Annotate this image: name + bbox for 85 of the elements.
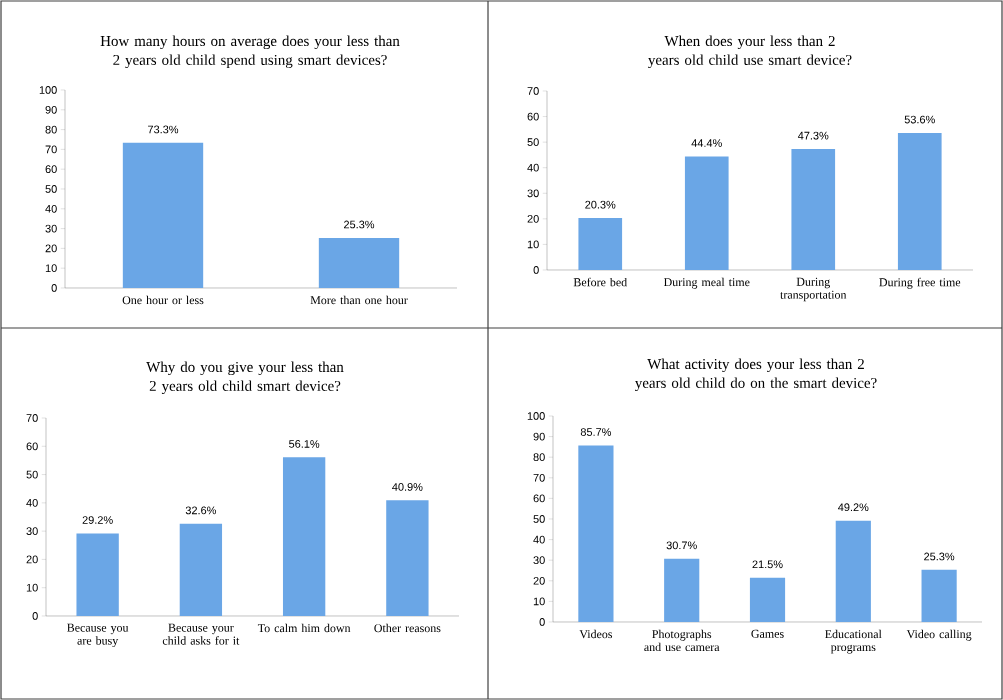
data-label: 49.2% — [838, 503, 869, 512]
y-tick-label: 70 — [533, 473, 545, 482]
chart-title: What activity does your less than 2 years old child do on the smart device? — [635, 358, 877, 392]
data-label: 85.7% — [580, 428, 612, 436]
bar — [76, 533, 119, 616]
x-tick-label: Other reasons — [374, 623, 441, 633]
y-tick-label: 50 — [527, 138, 539, 147]
x-tick-label: More than one hour — [310, 295, 408, 305]
x-tick-label: Video calling — [906, 629, 972, 641]
y-tick-label: 40 — [533, 535, 545, 544]
bar — [386, 500, 429, 616]
chart-title: When does your less than 2 years old child use smart device? — [648, 35, 852, 69]
y-tick-label: 20 — [26, 555, 38, 564]
bar — [179, 523, 223, 616]
data-label: 30.7% — [666, 541, 697, 550]
bar — [664, 558, 700, 622]
bar — [749, 577, 786, 622]
y-tick-label: 70 — [45, 145, 57, 154]
y-tick-label: 40 — [26, 498, 38, 507]
y-tick-label: 40 — [45, 204, 57, 213]
y-tick-label: 90 — [45, 105, 57, 114]
y-tick-label: 80 — [45, 125, 57, 134]
y-tick-label: 0 — [32, 612, 38, 620]
y-tick-label: 20 — [533, 576, 545, 585]
y-tick-label: 70 — [527, 87, 539, 95]
data-label: 21.5% — [752, 560, 783, 569]
y-tick-label: 10 — [533, 597, 545, 606]
y-tick-label: 50 — [26, 470, 38, 479]
data-label: 40.9% — [392, 483, 423, 491]
bar — [835, 520, 871, 622]
y-tick-label: 60 — [26, 442, 38, 451]
y-tick-label: 0 — [539, 618, 545, 626]
bar — [578, 218, 623, 270]
x-tick-label: Because you are busy — [67, 623, 129, 648]
y-tick-label: 20 — [45, 244, 57, 253]
y-tick-label: 80 — [533, 453, 545, 462]
bar — [578, 445, 614, 622]
x-tick-label: Games — [751, 629, 784, 638]
data-label: 47.3% — [797, 131, 829, 140]
data-label: 44.4% — [691, 139, 722, 147]
y-tick-label: 70 — [26, 414, 38, 422]
y-tick-label: 50 — [533, 515, 545, 523]
x-tick-label: During transportation — [780, 277, 847, 302]
y-tick-label: 60 — [533, 494, 545, 503]
bar — [897, 132, 942, 270]
y-tick-label: 40 — [527, 163, 539, 172]
chart-title: Why do you give your less than 2 years old child smart device? — [146, 361, 344, 395]
y-tick-label: 30 — [527, 189, 539, 198]
data-label: 20.3% — [585, 200, 616, 209]
y-tick-label: 100 — [39, 86, 57, 94]
x-tick-label: Because your child asks for it — [162, 623, 240, 645]
x-tick-label: Before bed — [573, 277, 627, 287]
bar — [282, 457, 326, 616]
x-tick-label: One hour or less — [122, 295, 204, 305]
y-tick-label: 0 — [51, 284, 57, 292]
bar — [684, 156, 729, 270]
y-tick-label: 90 — [533, 432, 545, 441]
data-label: 25.3% — [924, 552, 955, 561]
y-tick-label: 50 — [45, 185, 57, 193]
y-tick-label: 10 — [26, 583, 38, 592]
chart-title: How many hours on average does your less than 2 years old child spend using smart devices? — [100, 35, 400, 69]
y-tick-label: 20 — [527, 214, 539, 223]
data-label: 53.6% — [904, 115, 935, 124]
y-tick-label: 30 — [533, 556, 545, 565]
x-tick-label: During free time — [879, 277, 961, 289]
y-tick-label: 30 — [26, 527, 38, 536]
data-label: 32.6% — [185, 506, 217, 515]
y-tick-label: 100 — [527, 412, 545, 420]
data-label: 25.3% — [344, 220, 375, 229]
y-tick-label: 10 — [527, 240, 539, 249]
bar — [791, 149, 836, 270]
x-tick-label: To calm him down — [257, 623, 351, 633]
bar — [921, 569, 957, 622]
data-label: 73.3% — [148, 125, 179, 134]
y-tick-label: 30 — [45, 224, 57, 233]
data-label: 56.1% — [289, 440, 320, 448]
y-tick-label: 0 — [533, 266, 539, 274]
x-tick-label: Videos — [579, 629, 613, 639]
x-tick-label: Educational programs — [825, 629, 882, 654]
y-tick-label: 60 — [527, 112, 539, 121]
x-tick-label: Photographs and use camera — [644, 629, 720, 652]
x-tick-label: During meal time — [663, 277, 750, 289]
data-label: 29.2% — [82, 516, 113, 524]
y-tick-label: 60 — [45, 165, 57, 174]
y-tick-label: 10 — [45, 264, 57, 273]
